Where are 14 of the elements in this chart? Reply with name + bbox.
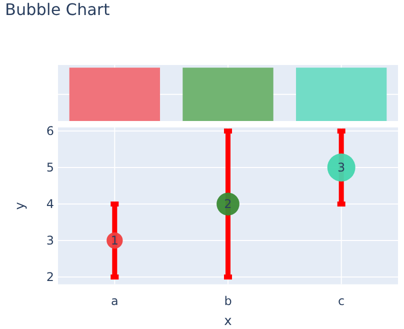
- x-axis-title: x: [224, 314, 232, 329]
- annotation: 2: [224, 197, 232, 212]
- x-tick-label: c: [338, 294, 345, 308]
- x-tick-label: a: [110, 294, 118, 308]
- y-tick-label: 5: [46, 160, 54, 174]
- y-axis-title: y: [13, 202, 28, 210]
- annotation: 3: [338, 160, 346, 175]
- y-tick-label: 2: [46, 270, 54, 284]
- y-tick-label: 3: [46, 233, 54, 248]
- annotation: 1: [110, 234, 118, 248]
- x-tick-label: b: [224, 294, 232, 308]
- chart-title: Bubble Chart: [5, 0, 110, 19]
- y-tick-label: 6: [46, 124, 54, 138]
- y-tick-label: 4: [46, 196, 54, 211]
